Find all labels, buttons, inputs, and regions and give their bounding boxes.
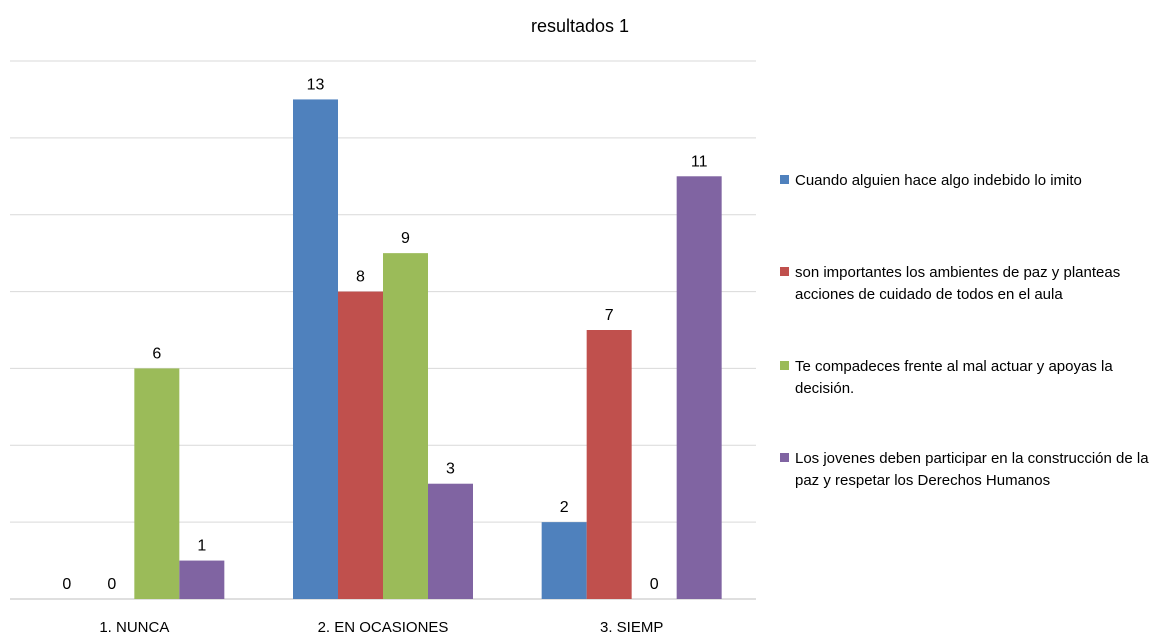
bar-series-3-2 xyxy=(383,253,428,599)
bar-series-1-2 xyxy=(293,99,338,599)
data-label-series-3-2: 9 xyxy=(401,230,410,247)
data-label-series-4-2: 3 xyxy=(446,461,455,478)
legend-label-series-3: Te compadeces frente al mal actuar y apo… xyxy=(795,358,1113,397)
data-label-series-3-3: 0 xyxy=(650,576,659,593)
data-label-series-2-3: 7 xyxy=(605,307,614,324)
legend-label-series-2: son importantes los ambientes de paz y p… xyxy=(795,264,1121,303)
legend-item-series-4: Los jovenes deben participar en la const… xyxy=(780,448,1150,492)
bar-series-4-2 xyxy=(428,483,473,599)
legend-swatch-series-2 xyxy=(780,267,789,276)
data-label-series-2-2: 8 xyxy=(356,269,365,286)
legend-item-series-3: Te compadeces frente al mal actuar y apo… xyxy=(780,356,1150,400)
x-tick-label-2: 2. EN OCASIONES xyxy=(318,619,449,636)
x-tick-label-1: 1. NUNCA xyxy=(99,619,169,636)
bar-series-4-3 xyxy=(676,176,722,600)
legend-label-series-4: Los jovenes deben participar en la const… xyxy=(795,450,1149,489)
x-tick-label-3: 3. SIEMP xyxy=(600,619,663,636)
bar-series-3-1 xyxy=(134,368,180,599)
legend-swatch-series-1 xyxy=(780,175,789,184)
data-label-series-4-3: 11 xyxy=(691,153,708,170)
legend-swatch-series-4 xyxy=(780,453,789,462)
data-label-series-4-1: 1 xyxy=(197,538,206,555)
data-label-series-1-2: 13 xyxy=(307,76,325,93)
bar-series-2-2 xyxy=(338,291,383,599)
data-label-series-2-1: 0 xyxy=(107,576,116,593)
bar-series-2-3 xyxy=(586,330,632,599)
bar-series-4-1 xyxy=(179,560,225,599)
data-label-series-1-1: 0 xyxy=(62,576,71,593)
legend-item-series-2: son importantes los ambientes de paz y p… xyxy=(780,262,1150,306)
legend-swatch-series-3 xyxy=(780,361,789,370)
chart-title: resultados 1 xyxy=(530,16,630,36)
data-label-series-3-1: 6 xyxy=(152,345,161,362)
legend-label-series-1: Cuando alguien hace algo indebido lo imi… xyxy=(795,172,1082,189)
data-label-series-1-3: 2 xyxy=(560,499,569,516)
legend-item-series-1: Cuando alguien hace algo indebido lo imi… xyxy=(780,170,1150,192)
bar-series-1-3 xyxy=(541,522,587,599)
